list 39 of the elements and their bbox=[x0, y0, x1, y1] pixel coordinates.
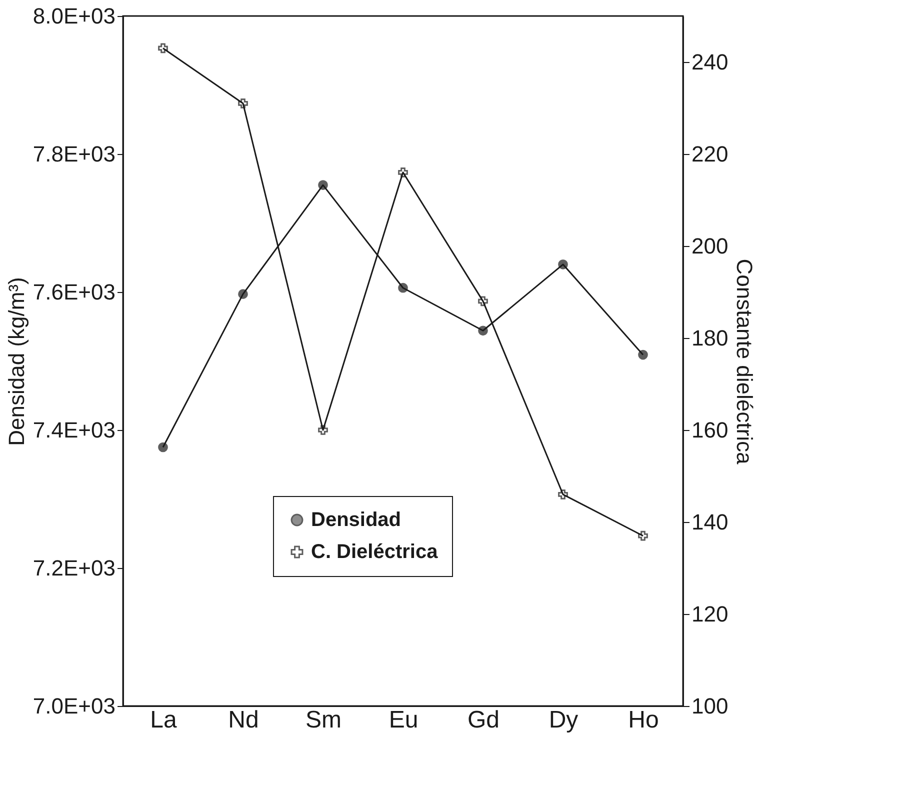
x-tick-label: La bbox=[150, 706, 178, 734]
legend-label: C. Dieléctrica bbox=[311, 541, 439, 563]
point bbox=[558, 489, 568, 500]
point bbox=[398, 167, 408, 178]
x-tick-label: Dy bbox=[548, 706, 578, 734]
y-tick-label: 8.0E+03 bbox=[32, 4, 116, 28]
y2-tick-label: 200 bbox=[692, 234, 728, 258]
x-tick-label: Ho bbox=[628, 706, 659, 734]
y-tick-label: 7.2E+03 bbox=[32, 556, 116, 580]
x-tick-label: Sm bbox=[306, 706, 342, 734]
legend-label: Densidad bbox=[311, 509, 402, 531]
x-tick-label: Nd bbox=[228, 706, 259, 734]
point bbox=[318, 180, 328, 190]
point bbox=[158, 43, 168, 54]
y2-tick-label: 240 bbox=[692, 50, 728, 74]
y-tick-label: 7.6E+03 bbox=[32, 280, 116, 304]
x-tick-label: Gd bbox=[467, 706, 500, 734]
point bbox=[318, 425, 328, 435]
y2-tick-label: 140 bbox=[692, 510, 728, 534]
point bbox=[558, 259, 568, 270]
y-tick-label: 7.8E+03 bbox=[32, 142, 116, 166]
x-tick-label: Eu bbox=[388, 706, 418, 734]
point bbox=[398, 282, 408, 293]
point bbox=[238, 98, 248, 108]
y-tick-label: 7.4E+03 bbox=[32, 418, 116, 442]
point bbox=[478, 326, 488, 336]
point bbox=[238, 289, 248, 299]
y2-tick-label: 160 bbox=[692, 418, 728, 442]
y2-tick-label: 100 bbox=[692, 694, 728, 718]
y-axis-title: Densidad (kg/m³) bbox=[4, 277, 29, 446]
y-tick-label: 7.0E+03 bbox=[32, 694, 116, 718]
point bbox=[638, 530, 648, 541]
y2-tick-label: 220 bbox=[692, 142, 728, 166]
y2-tick-label: 120 bbox=[692, 602, 728, 626]
point bbox=[638, 350, 648, 360]
y2-tick-label: 180 bbox=[692, 326, 728, 350]
point bbox=[478, 296, 488, 306]
y2-axis-title: Constante dieléctrica bbox=[732, 258, 758, 465]
point bbox=[158, 442, 168, 452]
